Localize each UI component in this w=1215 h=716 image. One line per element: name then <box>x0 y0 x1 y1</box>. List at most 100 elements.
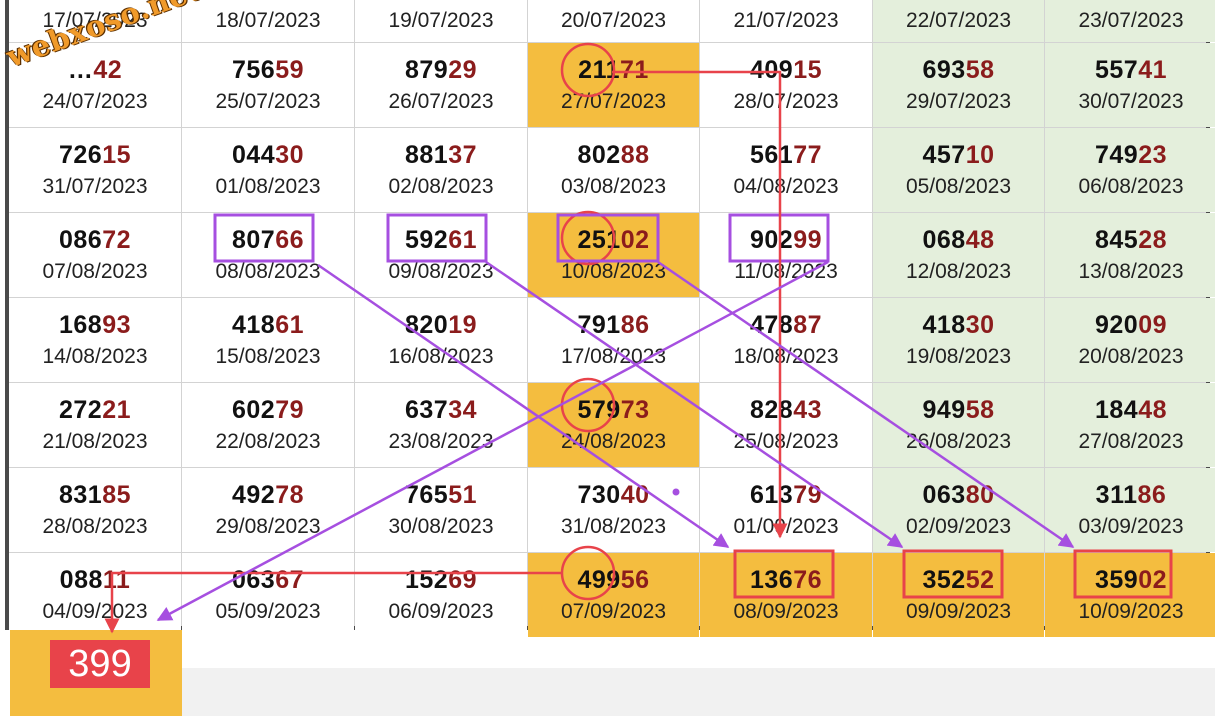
result-number: 35252 <box>922 566 995 594</box>
result-cell: 94958 26/08/2023 <box>873 383 1044 467</box>
result-date: 26/08/2023 <box>905 430 1012 453</box>
result-number: 06848 <box>922 226 995 254</box>
result-date: 15/08/2023 <box>215 345 321 368</box>
result-number: 92009 <box>1094 311 1168 339</box>
result-cell: 63734 23/08/2023 <box>355 383 527 467</box>
result-cell: 80766 08/08/2023 <box>182 213 354 297</box>
result-cell: 75659 25/07/2023 <box>182 43 354 127</box>
result-number: 56177 <box>749 141 823 169</box>
result-cell: 61379 01/09/2023 <box>700 468 872 552</box>
result-date: 03/08/2023 <box>560 175 667 198</box>
result-date: 02/08/2023 <box>388 175 494 198</box>
result-date: 07/08/2023 <box>42 260 148 283</box>
result-cell: 27221 21/08/2023 <box>9 383 181 467</box>
result-number: 31186 <box>1095 481 1167 509</box>
result-date: 20/07/2023 <box>560 9 667 32</box>
result-date: 02/09/2023 <box>905 515 1012 538</box>
result-cell: 41830 19/08/2023 <box>873 298 1044 382</box>
result-date: 04/09/2023 <box>42 600 148 623</box>
result-date: 06/08/2023 <box>1078 175 1184 198</box>
result-date: 28/07/2023 <box>733 90 839 113</box>
result-date: 19/07/2023 <box>388 9 494 32</box>
result-number: 79186 <box>577 311 650 339</box>
result-date: 01/08/2023 <box>215 175 321 198</box>
result-number: 76551 <box>404 481 478 509</box>
result-date: 05/09/2023 <box>215 600 321 623</box>
result-number: 25102 <box>577 226 650 254</box>
result-cell: 69358 29/07/2023 <box>873 43 1044 127</box>
result-number: 16893 <box>58 311 132 339</box>
result-number: 83185 <box>58 481 132 509</box>
result-cell: 20/07/2023 <box>528 0 699 42</box>
result-number: 49278 <box>231 481 305 509</box>
result-number: 41861 <box>231 311 305 339</box>
result-number: 59261 <box>404 226 478 254</box>
lottery-results-table: 17/07/2023 18/07/2023 19/07/2023 20/07/2023… <box>5 0 1215 637</box>
result-date: 17/08/2023 <box>560 345 667 368</box>
result-date: 04/08/2023 <box>733 175 839 198</box>
result-cell: 83185 28/08/2023 <box>9 468 181 552</box>
result-cell: 82019 16/08/2023 <box>355 298 527 382</box>
result-cell: 80288 03/08/2023 <box>528 128 699 212</box>
result-date: 07/09/2023 <box>560 600 667 623</box>
result-date: 22/07/2023 <box>905 9 1012 32</box>
result-cell: 17/07/2023 <box>9 0 181 42</box>
result-date: 01/09/2023 <box>733 515 839 538</box>
result-number: 60279 <box>231 396 305 424</box>
result-number: 21171 <box>578 56 649 84</box>
result-cell: 25102 10/08/2023 <box>528 213 699 297</box>
result-number: 73040 <box>577 481 650 509</box>
result-number: 82843 <box>749 396 823 424</box>
result-date: 23/08/2023 <box>388 430 494 453</box>
result-date: 24/07/2023 <box>42 90 148 113</box>
result-date: 23/07/2023 <box>1078 9 1184 32</box>
result-cell: 04430 01/08/2023 <box>182 128 354 212</box>
result-cell: 56177 04/08/2023 <box>700 128 872 212</box>
result-date: 31/07/2023 <box>42 175 148 198</box>
result-date: 29/08/2023 <box>215 515 321 538</box>
result-cell: 73040 31/08/2023 <box>528 468 699 552</box>
result-cell: 84528 13/08/2023 <box>1045 213 1215 297</box>
result-cell: 72615 31/07/2023 <box>9 128 181 212</box>
result-cell: 31186 03/09/2023 <box>1045 468 1215 552</box>
result-cell: 41861 15/08/2023 <box>182 298 354 382</box>
result-box: 399 <box>10 630 182 716</box>
result-cell: 60279 22/08/2023 <box>182 383 354 467</box>
result-number: 80288 <box>577 141 650 169</box>
result-date: 25/07/2023 <box>215 90 321 113</box>
result-date: 08/09/2023 <box>733 600 839 623</box>
result-date: 26/07/2023 <box>388 90 494 113</box>
result-date: 12/08/2023 <box>905 260 1012 283</box>
result-cell: 59261 09/08/2023 <box>355 213 527 297</box>
result-date: 10/08/2023 <box>560 260 667 283</box>
result-date: 21/07/2023 <box>733 9 839 32</box>
result-cell: 82843 25/08/2023 <box>700 383 872 467</box>
result-number: 08672 <box>58 226 132 254</box>
result-number: 80766 <box>231 226 305 254</box>
result-cell: 88137 02/08/2023 <box>355 128 527 212</box>
result-number: 13676 <box>749 566 823 594</box>
result-number: 06367 <box>231 566 305 594</box>
result-number: 04430 <box>231 141 305 169</box>
result-number: 88137 <box>404 141 478 169</box>
result-cell: 92009 20/08/2023 <box>1045 298 1215 382</box>
result-number: 84528 <box>1094 226 1168 254</box>
result-date: 22/08/2023 <box>215 430 321 453</box>
result-cell: 49278 29/08/2023 <box>182 468 354 552</box>
result-cell: 40915 28/07/2023 <box>700 43 872 127</box>
result-number: 47887 <box>749 311 823 339</box>
result-cell: 18448 27/08/2023 <box>1045 383 1215 467</box>
result-number: 82019 <box>404 311 478 339</box>
result-date: 18/08/2023 <box>733 345 839 368</box>
result-date: 25/08/2023 <box>733 430 839 453</box>
result-number: 94958 <box>922 396 995 424</box>
result-date: 16/08/2023 <box>388 345 494 368</box>
result-number: …42 <box>67 56 123 84</box>
result-cell: 55741 30/07/2023 <box>1045 43 1215 127</box>
result-number: 75659 <box>231 56 305 84</box>
result-date: 09/09/2023 <box>905 600 1012 623</box>
result-date: 17/07/2023 <box>42 9 148 32</box>
result-number: 41830 <box>922 311 995 339</box>
result-number: 55741 <box>1094 56 1168 84</box>
result-date: 08/08/2023 <box>215 260 321 283</box>
